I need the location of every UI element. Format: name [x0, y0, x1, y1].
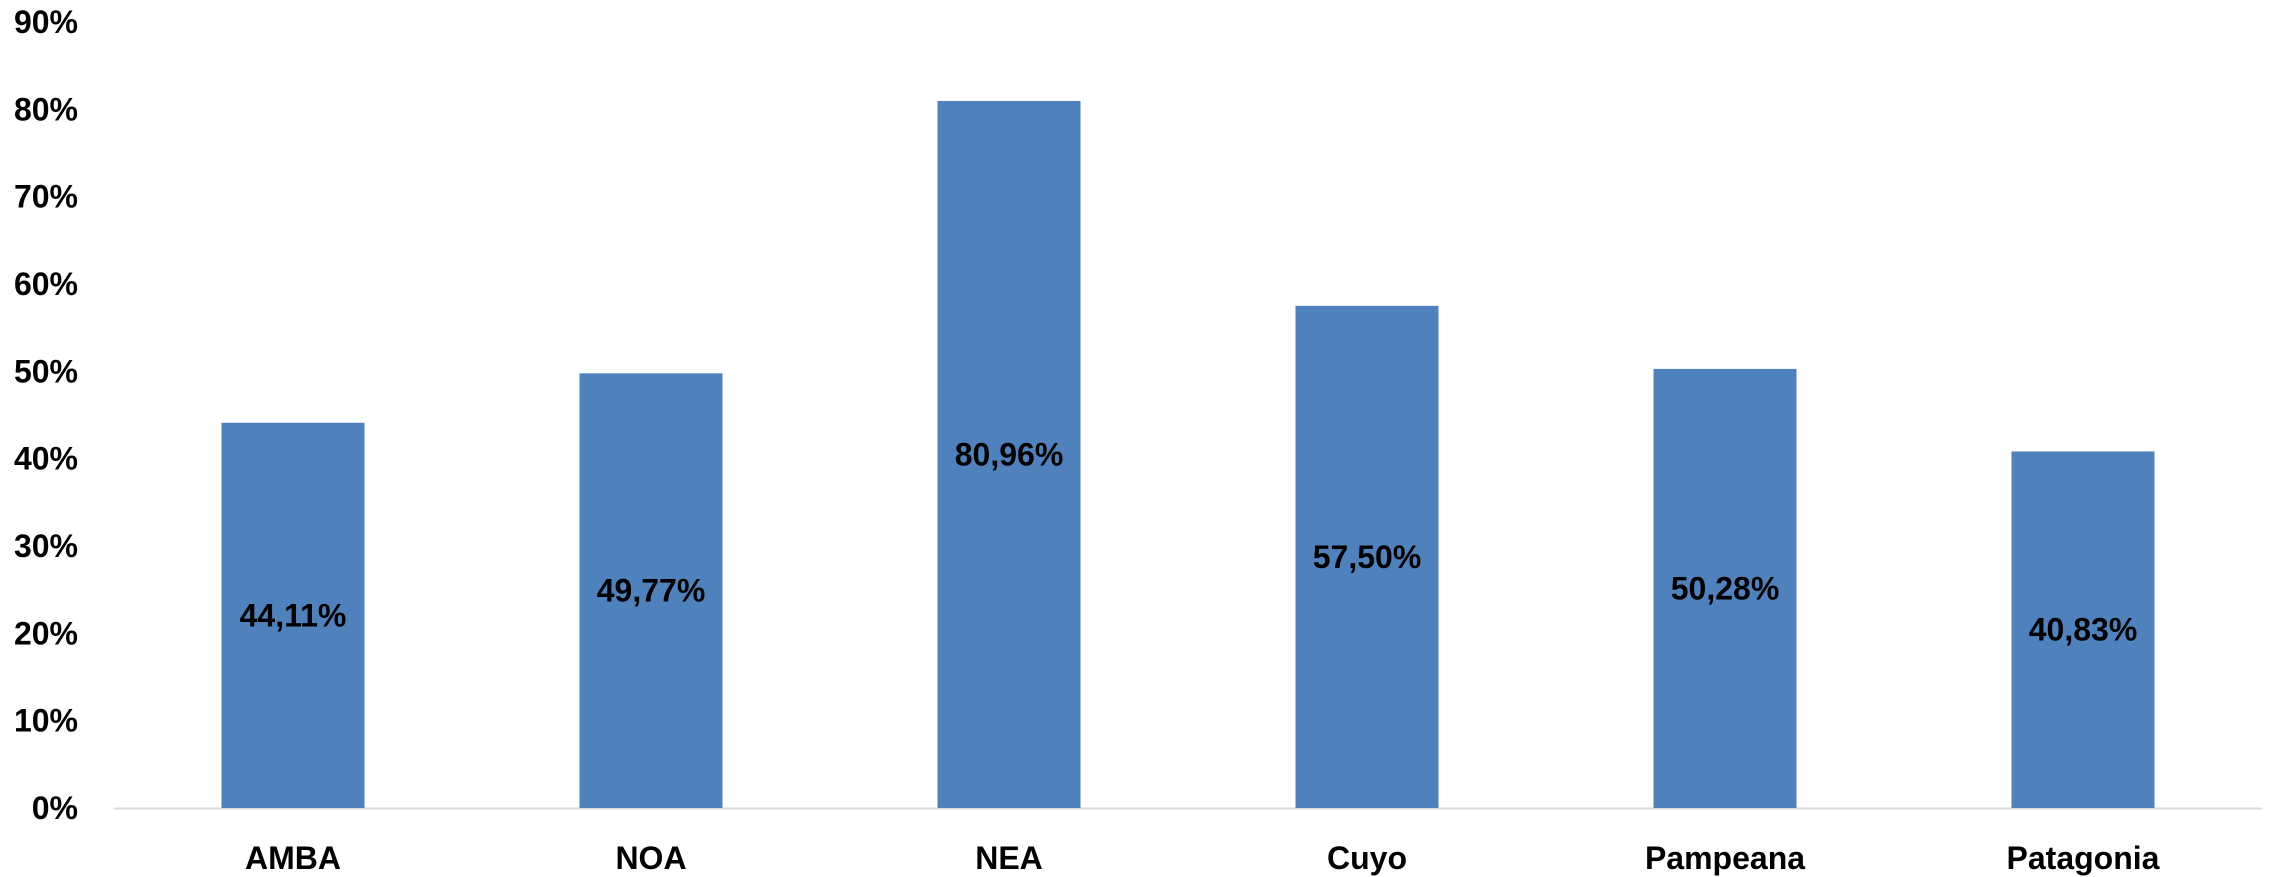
y-tick-label: 40% — [14, 441, 78, 477]
y-tick-label: 10% — [14, 703, 78, 739]
category-label-nea: NEA — [975, 840, 1043, 876]
y-tick-label: 30% — [14, 528, 78, 564]
category-label-pampeana: Pampeana — [1645, 840, 1805, 876]
category-label-patagonia: Patagonia — [2007, 840, 2160, 876]
data-label-amba: 44,11% — [240, 597, 347, 633]
y-tick-label: 20% — [14, 615, 78, 651]
data-label-patagonia: 40,83% — [2029, 612, 2138, 648]
data-label-nea: 80,96% — [955, 436, 1064, 472]
y-tick-label: 60% — [14, 266, 78, 302]
category-label-noa: NOA — [615, 840, 686, 876]
y-tick-label: 90% — [14, 4, 78, 40]
category-label-amba: AMBA — [245, 840, 341, 876]
bars-group — [221, 100, 2155, 808]
bar-noa — [579, 373, 723, 808]
data-label-pampeana: 50,28% — [1671, 570, 1780, 606]
y-tick-label: 70% — [14, 179, 78, 215]
category-labels-group: AMBA NOA NEA Cuyo Pampeana Patagonia — [245, 840, 2160, 876]
y-tick-label: 0% — [32, 790, 78, 826]
bar-nea — [937, 100, 1081, 808]
bar-cuyo — [1295, 305, 1439, 808]
data-labels-group: 44,11% 49,77% 80,96% 57,50% 50,28% 40,83% — [240, 436, 2138, 647]
data-label-noa: 49,77% — [597, 573, 706, 609]
bar-patagonia — [2011, 451, 2155, 808]
category-label-cuyo: Cuyo — [1327, 840, 1407, 876]
y-tick-label: 80% — [14, 91, 78, 127]
data-label-cuyo: 57,50% — [1313, 539, 1422, 575]
bar-pampeana — [1653, 368, 1797, 808]
y-tick-label: 50% — [14, 353, 78, 389]
y-axis-tick-labels: 0% 10% 20% 30% 40% 50% 60% 70% 80% 90% — [14, 4, 78, 826]
bar-amba — [221, 422, 365, 808]
